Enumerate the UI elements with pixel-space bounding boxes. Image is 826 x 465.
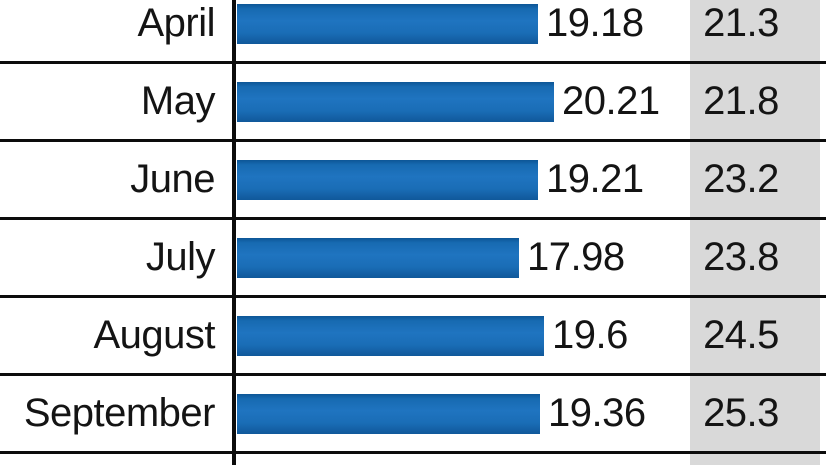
bar-value-label: 19.21 (546, 157, 644, 201)
bar-cell: 19.18 (232, 0, 690, 61)
value-bar (237, 393, 540, 434)
right-margin (820, 298, 826, 373)
chart-row: October (0, 454, 826, 465)
bar-value-label: 19.18 (546, 1, 644, 45)
chart-row: August 19.6 24.5 (0, 298, 826, 376)
month-label: April (137, 1, 215, 45)
month-label: May (140, 79, 216, 123)
month-label: July (145, 235, 216, 279)
chart-row: June 19.21 23.2 (0, 142, 826, 220)
chart-row: May 20.21 21.8 (0, 64, 826, 142)
right-margin (820, 454, 826, 465)
bar-value-label: 19.36 (548, 391, 646, 435)
secondary-value-cell: 25.3 (690, 376, 820, 451)
month-label: August (93, 313, 215, 357)
right-margin (820, 0, 826, 61)
column-divider-line (232, 0, 236, 465)
bar-cell: 19.36 (232, 376, 690, 451)
bar-value-label: 20.21 (562, 79, 660, 123)
bar-cell: 17.98 (232, 220, 690, 295)
right-margin (820, 376, 826, 451)
chart-row: April 19.18 21.3 (0, 0, 826, 64)
secondary-value-cell: 23.8 (690, 220, 820, 295)
bar-cell: 19.21 (232, 142, 690, 217)
right-margin (820, 142, 826, 217)
bar-cell: 20.21 (232, 64, 690, 139)
bar-cell (232, 454, 690, 465)
bar-cell: 19.6 (232, 298, 690, 373)
month-label: October (0, 454, 232, 465)
secondary-value-cell (690, 454, 820, 465)
value-bar (237, 159, 538, 200)
secondary-value-cell: 23.2 (690, 142, 820, 217)
value-bar (237, 3, 538, 44)
right-margin (820, 64, 826, 139)
value-bar (237, 81, 554, 122)
value-bar (237, 315, 544, 356)
bar-value-label: 17.98 (527, 235, 625, 279)
chart-row: July 17.98 23.8 (0, 220, 826, 298)
secondary-value-cell: 21.3 (690, 0, 820, 61)
right-margin (820, 220, 826, 295)
chart-row: September 19.36 25.3 (0, 376, 826, 454)
bar-value-label: 19.6 (552, 313, 628, 357)
secondary-value-cell: 24.5 (690, 298, 820, 373)
value-bar (237, 237, 519, 278)
secondary-value-cell: 21.8 (690, 64, 820, 139)
month-label: June (130, 157, 215, 201)
month-label: September (23, 391, 216, 435)
